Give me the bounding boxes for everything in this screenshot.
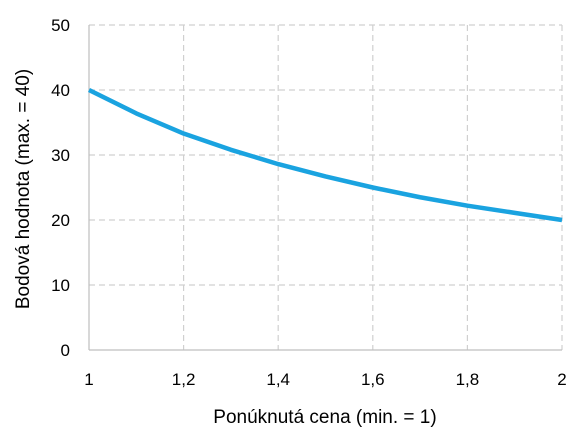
x-axis-title: Ponúknutá cena (min. = 1) bbox=[213, 407, 436, 428]
series-layer bbox=[88, 87, 563, 223]
series-line bbox=[88, 87, 563, 223]
grid bbox=[89, 24, 563, 350]
x-tick-label: 1,2 bbox=[172, 370, 196, 389]
y-tick-label: 10 bbox=[51, 276, 70, 295]
y-tick-label: 40 bbox=[51, 81, 70, 100]
y-tick-label: 20 bbox=[51, 211, 70, 230]
x-tick-label: 1,8 bbox=[456, 370, 480, 389]
x-tick-label: 2 bbox=[557, 370, 566, 389]
x-tick-label: 1 bbox=[84, 370, 93, 389]
tick-labels: 0 10 20 30 40 50 1 1,2 1,4 1,6 1,8 2 bbox=[51, 16, 567, 389]
y-tick-label: 0 bbox=[61, 341, 70, 360]
y-tick-label: 50 bbox=[51, 16, 70, 35]
x-tick-label: 1,4 bbox=[266, 370, 290, 389]
y-axis-title: Bodová hodnota (max. = 40) bbox=[13, 69, 34, 309]
x-tick-label: 1,6 bbox=[361, 370, 385, 389]
y-tick-label: 30 bbox=[51, 146, 70, 165]
axes bbox=[88, 25, 562, 351]
